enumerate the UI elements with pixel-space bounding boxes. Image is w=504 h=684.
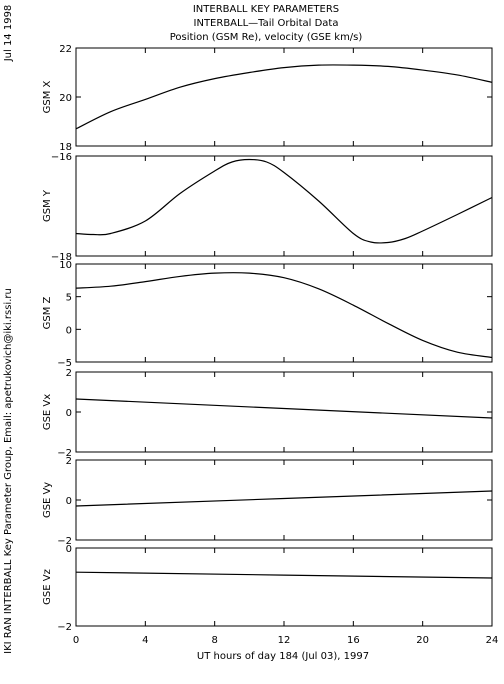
y-axis-label-gsm-x: GSM X — [42, 80, 53, 113]
y-tick-label: 2 — [66, 368, 72, 379]
series-line-gse-vz — [75, 571, 493, 579]
y-axis-label-gse-vx: GSE Vx — [42, 394, 53, 430]
y-tick-label: 0 — [66, 496, 72, 507]
x-tick-label: 12 — [278, 635, 291, 646]
y-axis-label-gsm-y: GSM Y — [42, 189, 53, 222]
x-tick-label: 0 — [73, 635, 79, 646]
panel-gse-vy: −2 0 2 GSE Vy — [42, 456, 493, 547]
series-line-gsm-z — [75, 272, 493, 359]
y-tick-label: 5 — [66, 293, 72, 304]
y-tick-label: −18 — [51, 252, 72, 263]
y-tick-label: −5 — [57, 358, 72, 369]
panel-gsm-x: 18 20 22 GSM X — [42, 44, 493, 153]
x-tick-label: 20 — [416, 635, 429, 646]
series-line-gsm-y — [75, 158, 493, 244]
panel-frame — [75, 371, 493, 453]
y-tick-label: 18 — [59, 142, 72, 153]
side-credit: IKI RAN INTERBALL Key Parameter Group, E… — [3, 288, 14, 654]
panel-gsm-y: −18 −16 GSM Y — [42, 152, 493, 263]
y-axis-label-gsm-z: GSM Z — [42, 296, 53, 329]
panel-gsm-z: −5 0 5 10 GSM Z — [42, 260, 493, 369]
x-tick-label: 4 — [142, 635, 148, 646]
panel-gse-vz: −2 0 GSE Vz — [42, 544, 493, 633]
chart-subtitle: INTERBALL—Tail Orbital Data — [194, 18, 339, 29]
y-tick-label: 10 — [59, 260, 72, 271]
y-tick-label: 2 — [66, 456, 72, 467]
panel-frame — [75, 263, 493, 363]
chart-subtitle-2: Position (GSM Re), velocity (GSE km/s) — [170, 32, 363, 43]
series-line-gse-vy — [75, 490, 493, 507]
y-tick-label: 0 — [66, 408, 72, 419]
y-axis-label-gse-vz: GSE Vz — [42, 569, 53, 605]
date-stamp: Jul 14 1998 — [3, 5, 14, 63]
x-tick-label: 24 — [486, 635, 499, 646]
y-tick-label: −2 — [57, 622, 72, 633]
series-line-gse-vx — [75, 398, 493, 419]
x-tick-label: 8 — [211, 635, 217, 646]
x-tick-label: 16 — [347, 635, 360, 646]
y-tick-label: −16 — [51, 152, 72, 163]
y-tick-label: 0 — [66, 544, 72, 555]
x-axis: 0 4 8 12 16 20 24 — [73, 635, 499, 646]
y-tick-label: 0 — [66, 325, 72, 336]
panel-frame — [75, 547, 493, 627]
panel-frame — [75, 47, 493, 147]
y-tick-label: 22 — [59, 44, 72, 55]
chart-title: INTERBALL KEY PARAMETERS — [193, 4, 339, 15]
panel-frame — [75, 459, 493, 541]
y-axis-label-gse-vy: GSE Vy — [42, 482, 53, 518]
panel-frame — [75, 155, 493, 257]
series-line-gsm-x — [75, 64, 493, 130]
y-tick-label: −2 — [57, 536, 72, 547]
y-tick-label: 20 — [59, 93, 72, 104]
y-tick-label: −2 — [57, 448, 72, 459]
x-axis-label: UT hours of day 184 (Jul 03), 1997 — [197, 651, 369, 662]
panel-gse-vx: −2 0 2 GSE Vx — [42, 368, 493, 459]
